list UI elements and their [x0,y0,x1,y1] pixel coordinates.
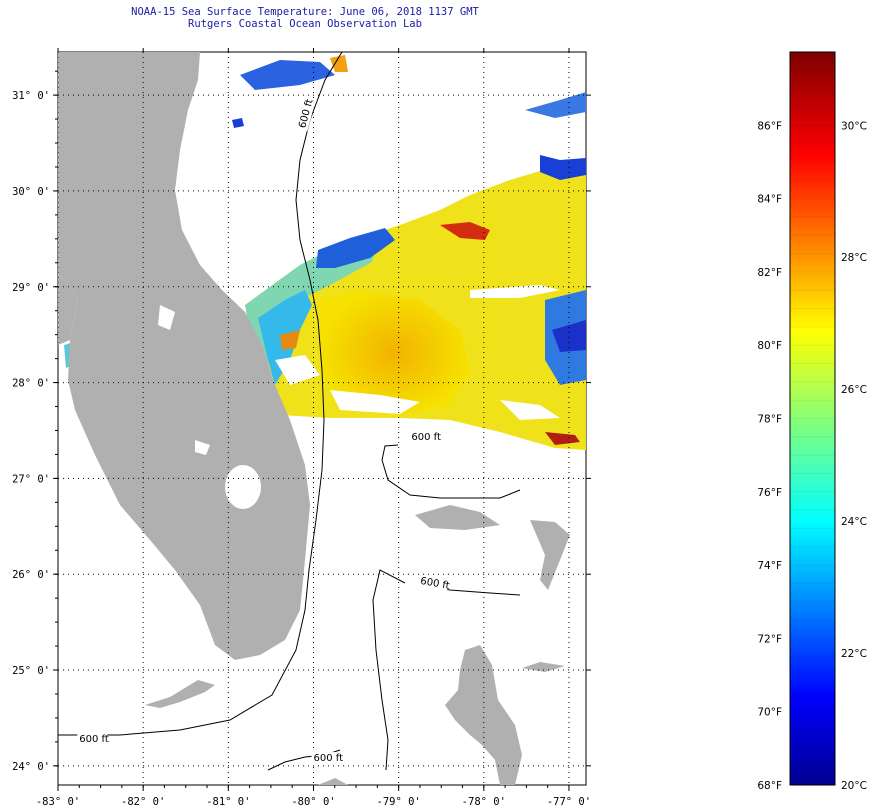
colorbar-f-label: 74°F [757,560,782,572]
lon-tick-label: -81° 0' [206,796,250,808]
lon-tick-label: -79° 0' [377,796,421,808]
sst-data-layer [64,55,586,450]
colorbar-bands [790,69,835,768]
colorbar-f-label: 70°F [757,707,782,719]
lon-tick-label: -83° 0' [36,796,80,808]
colorbar: 68°F 70°F 72°F 74°F 76°F 78°F 80°F 82°F 84°F 86°F… [757,51,867,792]
map-subtitle: Rutgers Coastal Ocean Observation Lab [188,18,422,30]
contour-label-bg [295,99,316,132]
lon-tick-label: -78° 0' [462,796,506,808]
colorbar-f-label: 86°F [757,120,782,132]
colorbar-c-label: 20°C [841,780,867,792]
depth-contour-lines [58,52,521,771]
contour-label: 600 ft [313,753,343,764]
contour-label-bg [409,431,440,444]
lat-tick-label: 24° 0' [12,761,50,773]
colorbar-c-label: 30°C [841,120,867,132]
lon-tick-label: -80° 0' [291,796,335,808]
colorbar-f-label: 68°F [757,780,782,792]
colorbar-c-label: 28°C [841,252,867,264]
colorbar-fahrenheit-labels: 68°F 70°F 72°F 74°F 76°F 78°F 80°F 82°F 84°F 86°F [757,120,782,792]
colorbar-c-label: 22°C [841,648,867,660]
colorbar-gradient [789,51,836,786]
colorbar-c-label: 26°C [841,384,867,396]
lat-tick-label: 29° 0' [12,282,50,294]
lon-tick-label: -77° 0' [547,796,591,808]
colorbar-f-label: 78°F [757,414,782,426]
colorbar-f-label: 72°F [757,633,782,645]
contour-label: 600 ft [419,576,450,592]
colorbar-c-label: 24°C [841,516,867,528]
contour-label-bg [417,574,450,592]
land-layer [58,52,570,785]
contour-label: 600 ft [411,432,441,443]
lat-tick-label: 28° 0' [12,378,50,390]
colorbar-celsius-labels: 20°C 22°C 24°C 26°C 28°C 30°C [841,120,867,792]
lat-tick-label: 27° 0' [12,473,50,485]
colorbar-f-label: 76°F [757,487,782,499]
lat-tick-label: 30° 0' [12,186,50,198]
lat-tick-label: 25° 0' [12,665,50,677]
lon-tick-label: -82° 0' [121,796,165,808]
colorbar-f-label: 82°F [757,267,782,279]
map-title: NOAA-15 Sea Surface Temperature: June 06… [131,6,479,18]
contour-label: 600 ft [79,734,109,745]
colorbar-f-label: 84°F [757,194,782,206]
contour-label-bg [77,732,108,745]
graticule [58,52,586,785]
lat-tick-label: 26° 0' [12,569,50,581]
axis-ticks: -83° 0' -82° 0' -81° 0' -80° 0' -79° 0' -78° … [12,48,591,808]
contour-label-bg [311,752,342,765]
colorbar-f-label: 80°F [757,340,782,352]
lat-tick-label: 31° 0' [12,90,50,102]
